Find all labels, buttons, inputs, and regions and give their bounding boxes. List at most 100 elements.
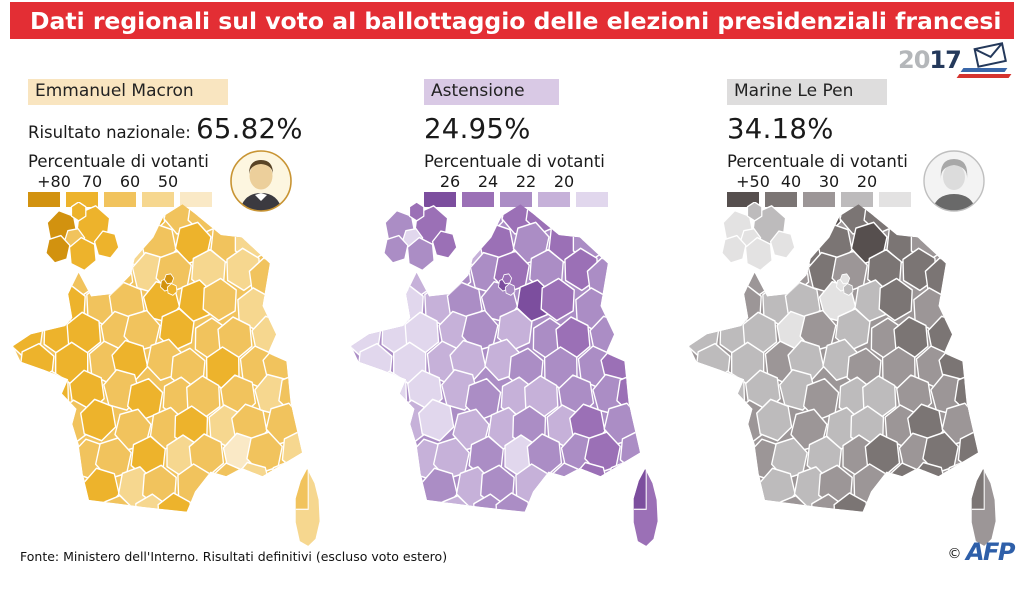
department-cell bbox=[268, 217, 302, 261]
department-cell bbox=[365, 285, 402, 329]
department-cell bbox=[418, 398, 455, 442]
department-cell bbox=[901, 490, 939, 512]
legend-swatch bbox=[500, 192, 532, 207]
department-cell bbox=[257, 204, 293, 232]
map-lepen bbox=[684, 202, 1006, 592]
department-cell bbox=[202, 277, 237, 322]
department-cell bbox=[711, 370, 746, 415]
department-cell bbox=[587, 488, 624, 512]
logo-year: 2017 bbox=[898, 46, 962, 74]
department-cell bbox=[956, 204, 978, 231]
legend-swatch bbox=[765, 192, 797, 207]
legend-swatch bbox=[28, 192, 60, 207]
department-cell bbox=[624, 314, 640, 357]
legend-tick: 60 bbox=[119, 172, 141, 191]
panel-lepen: Marine Le Pen 34.18% Percentuale di vota… bbox=[727, 79, 1024, 211]
department-cell bbox=[301, 400, 302, 444]
department-cell bbox=[281, 429, 302, 474]
department-cell bbox=[947, 286, 978, 330]
map-astensione bbox=[346, 202, 668, 592]
national-result: 24.95% bbox=[424, 113, 531, 145]
department-cell bbox=[360, 400, 396, 445]
department-cell bbox=[351, 371, 385, 416]
department-cell bbox=[351, 204, 377, 230]
department-cell bbox=[958, 256, 978, 299]
department-cell bbox=[703, 285, 740, 329]
department-cell bbox=[13, 371, 47, 416]
legend-tick: 20 bbox=[856, 172, 878, 191]
department-cell bbox=[962, 314, 978, 357]
department-cell bbox=[979, 228, 1006, 269]
department-cell bbox=[619, 429, 640, 474]
legend-ticks: +50 40 30 20 bbox=[727, 172, 1024, 191]
department-cell bbox=[639, 400, 640, 444]
paris-marker-cell bbox=[166, 283, 178, 296]
astensione-choropleth bbox=[351, 202, 668, 546]
legend-swatches bbox=[424, 192, 754, 211]
legend-swatch bbox=[841, 192, 873, 207]
legend-tick: 20 bbox=[553, 172, 575, 191]
legend-tick: 30 bbox=[818, 172, 840, 191]
envelope-icon bbox=[973, 42, 1007, 68]
department-cell bbox=[724, 468, 761, 512]
paris-inset-cell bbox=[431, 230, 458, 259]
legend-swatch bbox=[180, 192, 212, 207]
legend-ticks: 26 24 22 20 bbox=[424, 172, 754, 191]
department-cell bbox=[13, 256, 41, 299]
department-cell bbox=[595, 204, 631, 232]
paris-marker-cell bbox=[163, 273, 175, 285]
legend-tick: 50 bbox=[157, 172, 179, 191]
map-macron bbox=[8, 202, 330, 592]
department-cell bbox=[641, 228, 668, 269]
department-cell bbox=[294, 285, 302, 328]
department-cell bbox=[37, 428, 73, 472]
legend-swatch bbox=[104, 192, 136, 207]
legend-swatch bbox=[142, 192, 174, 207]
legend-swatch bbox=[803, 192, 835, 207]
department-cell bbox=[191, 491, 228, 512]
legend-title: Percentuale di votanti bbox=[727, 152, 908, 171]
department-cell bbox=[944, 217, 978, 261]
department-cell bbox=[249, 488, 286, 512]
department-cell bbox=[13, 204, 39, 230]
department-cell bbox=[282, 256, 302, 299]
candidate-label: Astensione bbox=[424, 79, 559, 105]
department-cell bbox=[689, 204, 715, 230]
legend-title: Percentuale di votanti bbox=[28, 152, 209, 171]
department-cell bbox=[635, 343, 640, 386]
department-cell bbox=[689, 256, 717, 299]
legend-tick: 70 bbox=[81, 172, 103, 191]
legend-swatch bbox=[727, 192, 759, 207]
department-cell bbox=[970, 285, 978, 328]
department-cell bbox=[878, 277, 913, 322]
paris-marker-cell bbox=[501, 273, 513, 285]
department-cell bbox=[373, 370, 408, 415]
paris-marker-cell bbox=[504, 283, 516, 296]
paris-marker-cell bbox=[839, 273, 851, 285]
national-result: Risultato nazionale: 65.82% bbox=[28, 113, 303, 145]
department-cell bbox=[386, 468, 423, 512]
page-title: Dati regionali sul voto al ballottaggio … bbox=[30, 7, 1002, 35]
department-cell bbox=[689, 429, 714, 474]
lepen-choropleth bbox=[689, 202, 1006, 546]
paris-inset-cell bbox=[93, 230, 120, 259]
department-cell bbox=[689, 371, 723, 416]
department-cell bbox=[618, 204, 640, 231]
department-cell bbox=[632, 285, 640, 328]
candidate-label: Marine Le Pen bbox=[727, 79, 888, 105]
department-cell bbox=[225, 490, 263, 512]
department-cell bbox=[303, 228, 330, 269]
department-cell bbox=[13, 498, 41, 512]
department-cell bbox=[35, 370, 70, 415]
department-cell bbox=[977, 400, 978, 444]
paris-inset-cell bbox=[70, 202, 87, 222]
legend-title: Percentuale di votanti bbox=[424, 152, 605, 171]
department-cell bbox=[364, 458, 398, 503]
paris-inset-cell bbox=[744, 236, 773, 272]
department-cell bbox=[925, 488, 962, 512]
department-cell bbox=[702, 458, 736, 503]
legend-tick: 26 bbox=[439, 172, 461, 191]
paris-inset-cell bbox=[68, 236, 97, 272]
legend-tick: 22 bbox=[515, 172, 537, 191]
department-cell bbox=[280, 204, 302, 231]
